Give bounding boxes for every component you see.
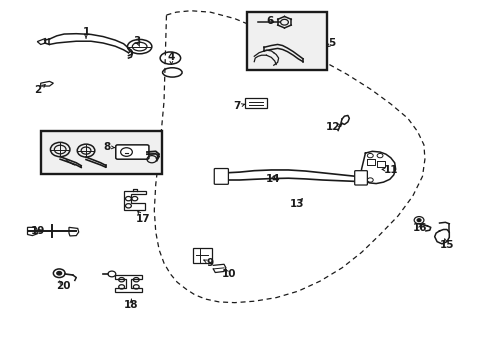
Text: 3: 3 [133,36,141,46]
FancyBboxPatch shape [41,131,161,174]
FancyBboxPatch shape [354,171,366,185]
FancyBboxPatch shape [245,98,267,108]
FancyBboxPatch shape [214,168,228,184]
Circle shape [57,271,61,275]
Text: 17: 17 [136,214,151,224]
Text: 4: 4 [167,52,175,62]
Text: 20: 20 [56,281,70,291]
Text: 9: 9 [206,258,213,268]
FancyBboxPatch shape [193,248,211,263]
Text: 12: 12 [325,122,340,132]
Text: 8: 8 [103,142,110,152]
Text: 18: 18 [124,300,138,310]
Text: 6: 6 [265,17,273,27]
Text: 10: 10 [221,269,236,279]
Text: 1: 1 [82,27,89,37]
Circle shape [416,219,420,222]
FancyBboxPatch shape [246,12,327,69]
Text: 19: 19 [31,226,45,236]
Text: 16: 16 [412,223,427,233]
Text: 11: 11 [383,165,397,175]
Text: 15: 15 [439,240,453,250]
Text: 13: 13 [289,199,304,210]
Text: 2: 2 [35,85,42,95]
Text: 14: 14 [265,174,280,184]
Text: 7: 7 [233,102,241,112]
FancyBboxPatch shape [116,145,149,159]
Text: 5: 5 [328,38,335,48]
